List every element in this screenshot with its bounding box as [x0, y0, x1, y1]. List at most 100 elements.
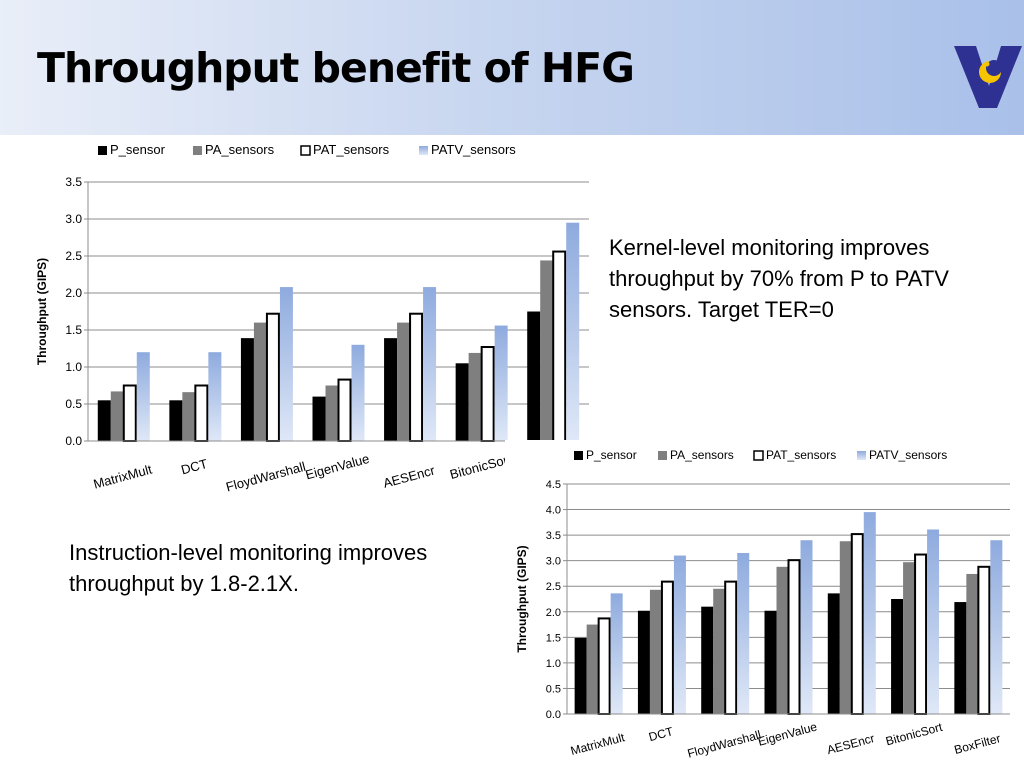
legend-swatch-PA_sensors: [658, 451, 667, 460]
y-tick-label: 0.5: [65, 397, 82, 411]
legend-swatch-PAT_sensors: [753, 450, 764, 461]
legend-swatch-PAT_sensors: [300, 145, 311, 156]
x-category-label: MatrixMult: [569, 730, 627, 758]
bar-PAT_sensors-BoxFilter: [552, 250, 567, 442]
bar-PAT_sensors-BitonicSort: [480, 346, 495, 443]
y-tick-label: 3.5: [546, 530, 561, 542]
bar-P_sensor-EigenValue: [764, 610, 777, 714]
y-tick-label: 1.0: [546, 658, 561, 670]
bar-PATV_sensors-MatrixMult: [136, 352, 150, 441]
y-tick-label: 3.0: [546, 556, 561, 568]
y-tick-label: 1.0: [65, 360, 82, 374]
bar-PATV_sensors-BoxFilter: [990, 540, 1003, 714]
legend-label-PA_sensors: PA_sensors: [205, 142, 275, 157]
x-category-label: DCT: [179, 456, 209, 477]
x-category-label: FloydWarshall: [686, 728, 763, 761]
x-category-label: EigenValue: [756, 719, 818, 748]
bar-P_sensor-EigenValue: [312, 396, 326, 441]
bar-PA_sensors-DCT: [182, 392, 196, 441]
x-category-label: BoxFilter: [953, 731, 1002, 757]
y-tick-label: 0.5: [546, 683, 561, 695]
legend-label-PATV_sensors: PATV_sensors: [869, 448, 947, 462]
y-tick-label: 1.5: [65, 323, 82, 337]
x-category-label: MatrixMult: [92, 462, 154, 492]
bar-PAT_sensors-BoxFilter: [977, 565, 991, 715]
bar-PA_sensors-BitonicSort: [468, 352, 482, 441]
bar-PA_sensors-AESEncr: [397, 322, 411, 441]
y-tick-label: 3.0: [65, 212, 82, 226]
bar-PATV_sensors-AESEncr: [863, 512, 876, 714]
bar-P_sensor-MatrixMult: [574, 637, 587, 714]
bar-PA_sensors-MatrixMult: [110, 391, 124, 441]
kernel-throughput-chart: P_sensor PA_sensors PAT_sensors PATV_sensor…: [0, 137, 606, 494]
bar-PAT_sensors-AESEncr: [409, 312, 424, 442]
y-tick-label: 0.0: [546, 709, 561, 721]
x-category-label: FloydWarshall: [224, 459, 307, 492]
bar-PAT_sensors-DCT: [194, 384, 209, 442]
bar-PATV_sensors-MatrixMult: [610, 593, 623, 714]
bar-PA_sensors-BoxFilter: [540, 260, 554, 441]
bar-PATV_sensors-DCT: [673, 555, 686, 714]
y-tick-label: 2.5: [546, 581, 561, 593]
bar-PA_sensors-EigenValue: [325, 385, 339, 441]
header-band: [0, 0, 1024, 135]
bar-PA_sensors-DCT: [649, 589, 662, 714]
bar-P_sensor-DCT: [637, 610, 650, 714]
x-category-label: BitonicSort: [884, 720, 944, 749]
bar-PAT_sensors-MatrixMult: [122, 384, 137, 442]
bar-P_sensor-MatrixMult: [97, 400, 111, 441]
bar-PATV_sensors-DCT: [208, 352, 222, 441]
bar-PAT_sensors-MatrixMult: [597, 617, 611, 715]
y-tick-label: 1.5: [546, 632, 561, 644]
y-axis-label: Throughput (GIPS): [515, 545, 529, 652]
bar-P_sensor-FloydWarshall: [701, 606, 714, 714]
x-category-label: AESEncr: [381, 462, 436, 490]
bar-PATV_sensors-EigenValue: [800, 540, 813, 714]
bar-PATV_sensors-AESEncr: [423, 287, 437, 441]
bar-PA_sensors-EigenValue: [776, 566, 789, 714]
bar-PATV_sensors-BitonicSort: [927, 529, 940, 714]
bar-PAT_sensors-EigenValue: [337, 378, 352, 442]
y-tick-label: 3.5: [65, 175, 82, 189]
y-tick-label: 2.5: [65, 249, 82, 263]
bar-PA_sensors-FloydWarshall: [253, 322, 267, 441]
bar-PATV_sensors-EigenValue: [351, 344, 365, 441]
y-tick-label: 4.0: [546, 505, 561, 517]
slide-title: Throughput benefit of HFG: [37, 44, 635, 92]
bar-PA_sensors-MatrixMult: [586, 624, 599, 714]
kernel-chart-svg: P_sensor PA_sensors PAT_sensors PATV_sensor…: [35, 142, 589, 494]
bar-PA_sensors-BoxFilter: [966, 573, 979, 714]
legend-label-PA_sensors: PA_sensors: [670, 448, 734, 462]
instruction-note: Instruction-level monitoring improves th…: [69, 540, 428, 596]
x-category-label: EigenValue: [304, 451, 371, 482]
y-tick-label: 0.0: [65, 434, 82, 448]
legend-label-PATV_sensors: PATV_sensors: [431, 142, 516, 157]
legend-swatch-PATV_sensors: [857, 451, 866, 460]
bar-P_sensor-DCT: [169, 400, 183, 441]
bar-PAT_sensors-DCT: [660, 580, 674, 715]
legend-swatch-P_sensor: [574, 451, 583, 460]
legend-swatch-P_sensor: [98, 146, 107, 155]
legend-swatch-PA_sensors: [193, 146, 202, 155]
x-category-label: AESEncr: [825, 731, 876, 757]
legend-swatch-PATV_sensors: [419, 146, 428, 155]
instruction-throughput-chart: P_sensor PA_sensors PAT_sensors PATV_sensor…: [505, 440, 1024, 768]
v-shield-logo-icon: [954, 44, 1022, 110]
bar-PATV_sensors-BoxFilter: [566, 222, 580, 441]
legend-label-PAT_sensors: PAT_sensors: [766, 448, 836, 462]
legend-label-P_sensor: P_sensor: [110, 142, 166, 157]
kernel-note: Kernel-level monitoring improves through…: [609, 235, 949, 322]
y-tick-label: 2.0: [546, 607, 561, 619]
y-tick-label: 2.0: [65, 286, 82, 300]
bar-P_sensor-AESEncr: [827, 593, 840, 714]
bar-PA_sensors-AESEncr: [839, 541, 852, 714]
legend-label-P_sensor: P_sensor: [586, 448, 637, 462]
x-category-label: BitonicSort: [448, 451, 513, 482]
bar-PAT_sensors-FloydWarshall: [265, 312, 280, 442]
bar-P_sensor-BoxFilter: [954, 602, 967, 714]
bar-PATV_sensors-FloydWarshall: [737, 553, 750, 714]
bar-PAT_sensors-FloydWarshall: [724, 580, 738, 715]
bar-P_sensor-FloydWarshall: [240, 338, 254, 441]
y-axis-label: Throughput (GIPS): [35, 258, 49, 365]
bar-PAT_sensors-AESEncr: [850, 533, 864, 716]
